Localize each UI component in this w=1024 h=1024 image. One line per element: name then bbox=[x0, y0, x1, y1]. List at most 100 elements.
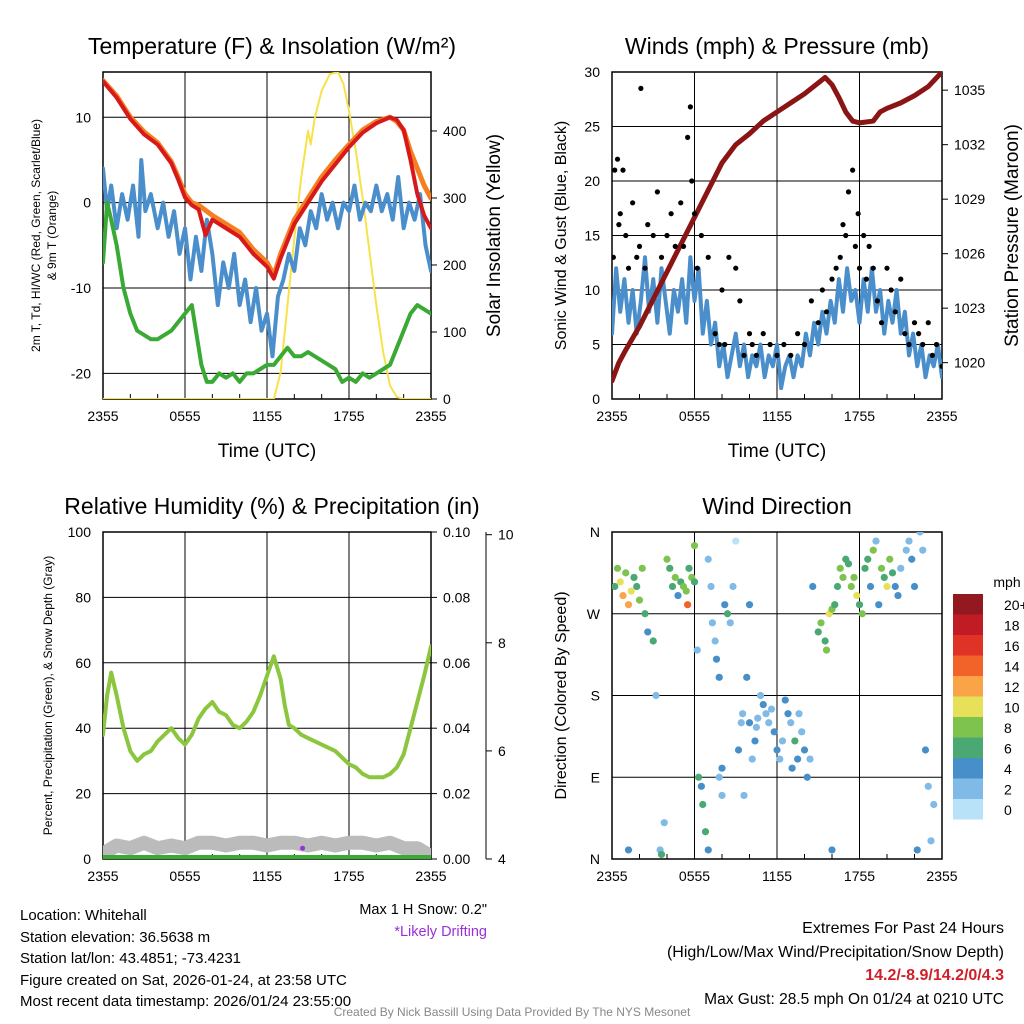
gust-point bbox=[823, 309, 830, 315]
rh-line bbox=[103, 644, 431, 780]
gust-point bbox=[749, 341, 755, 348]
direction-point bbox=[806, 755, 814, 763]
gust-point bbox=[866, 243, 872, 249]
y-tick-label: W bbox=[587, 606, 601, 622]
gust-point bbox=[767, 341, 773, 348]
legend-swatch bbox=[953, 614, 983, 635]
y-tick-label: 0 bbox=[592, 391, 600, 407]
gust-point bbox=[863, 276, 869, 282]
x-tick-label: 1755 bbox=[333, 408, 364, 424]
gust-point bbox=[625, 265, 632, 271]
direction-point bbox=[877, 564, 886, 572]
gust-point bbox=[898, 276, 904, 282]
y-tick-label: 25 bbox=[584, 119, 600, 135]
station-elevation: Station elevation: 36.5638 m bbox=[20, 928, 211, 946]
gust-point bbox=[861, 232, 867, 239]
station-latlon: Station lat/lon: 43.4851; -73.4231 bbox=[20, 950, 242, 967]
gust-point bbox=[856, 265, 863, 271]
direction-point bbox=[633, 582, 641, 591]
x-axis-label: Time (UTC) bbox=[218, 441, 317, 462]
direction-point bbox=[809, 582, 817, 591]
direction-point bbox=[644, 628, 652, 636]
direction-point bbox=[751, 737, 759, 745]
direction-point bbox=[891, 582, 899, 591]
max-gust: Max Gust: 28.5 mph On 01/24 at 0210 UTC bbox=[704, 990, 1004, 1008]
direction-point bbox=[739, 710, 747, 718]
direction-point bbox=[897, 564, 905, 572]
direction-point bbox=[674, 591, 682, 600]
wind-line bbox=[612, 255, 942, 391]
y-axis-label: Direction (Colored By Speed) bbox=[553, 591, 570, 799]
gust-point bbox=[691, 211, 698, 217]
direction-point bbox=[798, 728, 806, 736]
gust-point bbox=[623, 232, 629, 239]
gust-point bbox=[685, 134, 691, 140]
direction-point bbox=[822, 646, 831, 654]
y-tick-label: 20 bbox=[584, 173, 600, 189]
direction-point bbox=[850, 573, 858, 582]
direction-point bbox=[908, 555, 916, 563]
direction-point bbox=[847, 582, 855, 591]
direction-point bbox=[858, 610, 866, 618]
y-tick-label: 30 bbox=[584, 64, 600, 80]
direction-point bbox=[839, 573, 847, 582]
direction-point bbox=[924, 782, 932, 790]
y3-tick-label: 4 bbox=[498, 851, 506, 867]
direction-point bbox=[613, 564, 622, 572]
gust-point bbox=[716, 341, 722, 348]
x-tick-label: 2355 bbox=[926, 868, 957, 884]
direction-point bbox=[690, 542, 699, 550]
y-tick-label: N bbox=[590, 851, 600, 867]
direction-point bbox=[828, 846, 836, 854]
legend-title: mph bbox=[993, 574, 1020, 590]
y-axis-label-2: & 9m T (Orange) bbox=[45, 191, 59, 281]
gust-point bbox=[741, 352, 747, 358]
gust-point bbox=[672, 243, 678, 249]
y-tick-label: 100 bbox=[68, 524, 92, 540]
direction-point bbox=[707, 582, 715, 591]
gust-point bbox=[840, 222, 846, 228]
dewpoint-line bbox=[103, 200, 431, 384]
gust-point bbox=[650, 232, 656, 239]
panel-title: Temperature (F) & Insolation (W/m²) bbox=[88, 33, 456, 59]
gust-point bbox=[705, 254, 711, 260]
y-tick-label: N bbox=[590, 524, 600, 540]
winds-data bbox=[612, 72, 942, 391]
direction-point bbox=[737, 719, 745, 727]
direction-point bbox=[880, 573, 888, 582]
gust-point bbox=[845, 189, 852, 195]
y-tick-label: 5 bbox=[592, 337, 600, 353]
direction-point bbox=[759, 700, 767, 709]
direction-point bbox=[869, 546, 877, 554]
x-tick-label: 2355 bbox=[415, 868, 446, 884]
y2-tick-label: 0.02 bbox=[443, 786, 470, 802]
direction-point bbox=[652, 691, 660, 700]
direction-point bbox=[833, 582, 842, 591]
direction-point bbox=[685, 564, 693, 572]
gust-point bbox=[612, 254, 616, 260]
direction-point bbox=[831, 601, 839, 609]
credit-text: Created By Nick Bassill Using Data Provi… bbox=[333, 1005, 691, 1019]
y-axis-label: Sonic Wind & Gust (Blue, Black) bbox=[553, 121, 570, 350]
direction-point bbox=[778, 737, 787, 745]
direction-point bbox=[927, 837, 935, 845]
y2-tick-label: 1029 bbox=[954, 191, 985, 207]
y-tick-label: 80 bbox=[75, 589, 91, 605]
direction-point bbox=[745, 719, 754, 727]
recent-timestamp: Most recent data timestamp: 2026/01/24 2… bbox=[20, 993, 352, 1010]
legend-label: 4 bbox=[1004, 761, 1012, 777]
figure-created: Figure created on Sat, 2026-01-24, at 23… bbox=[20, 971, 347, 989]
direction-point bbox=[776, 755, 784, 763]
gust-point bbox=[852, 243, 858, 249]
direction-point bbox=[627, 587, 635, 595]
direction-point bbox=[723, 610, 732, 618]
direction-point bbox=[787, 719, 795, 727]
gust-point bbox=[620, 167, 626, 173]
gust-point bbox=[833, 265, 839, 271]
x-tick-label: 2355 bbox=[596, 408, 627, 424]
gust-point bbox=[939, 363, 942, 369]
direction-point bbox=[718, 791, 726, 800]
direction-point bbox=[853, 591, 861, 600]
gust-point bbox=[911, 320, 918, 326]
direction-point bbox=[800, 746, 809, 754]
